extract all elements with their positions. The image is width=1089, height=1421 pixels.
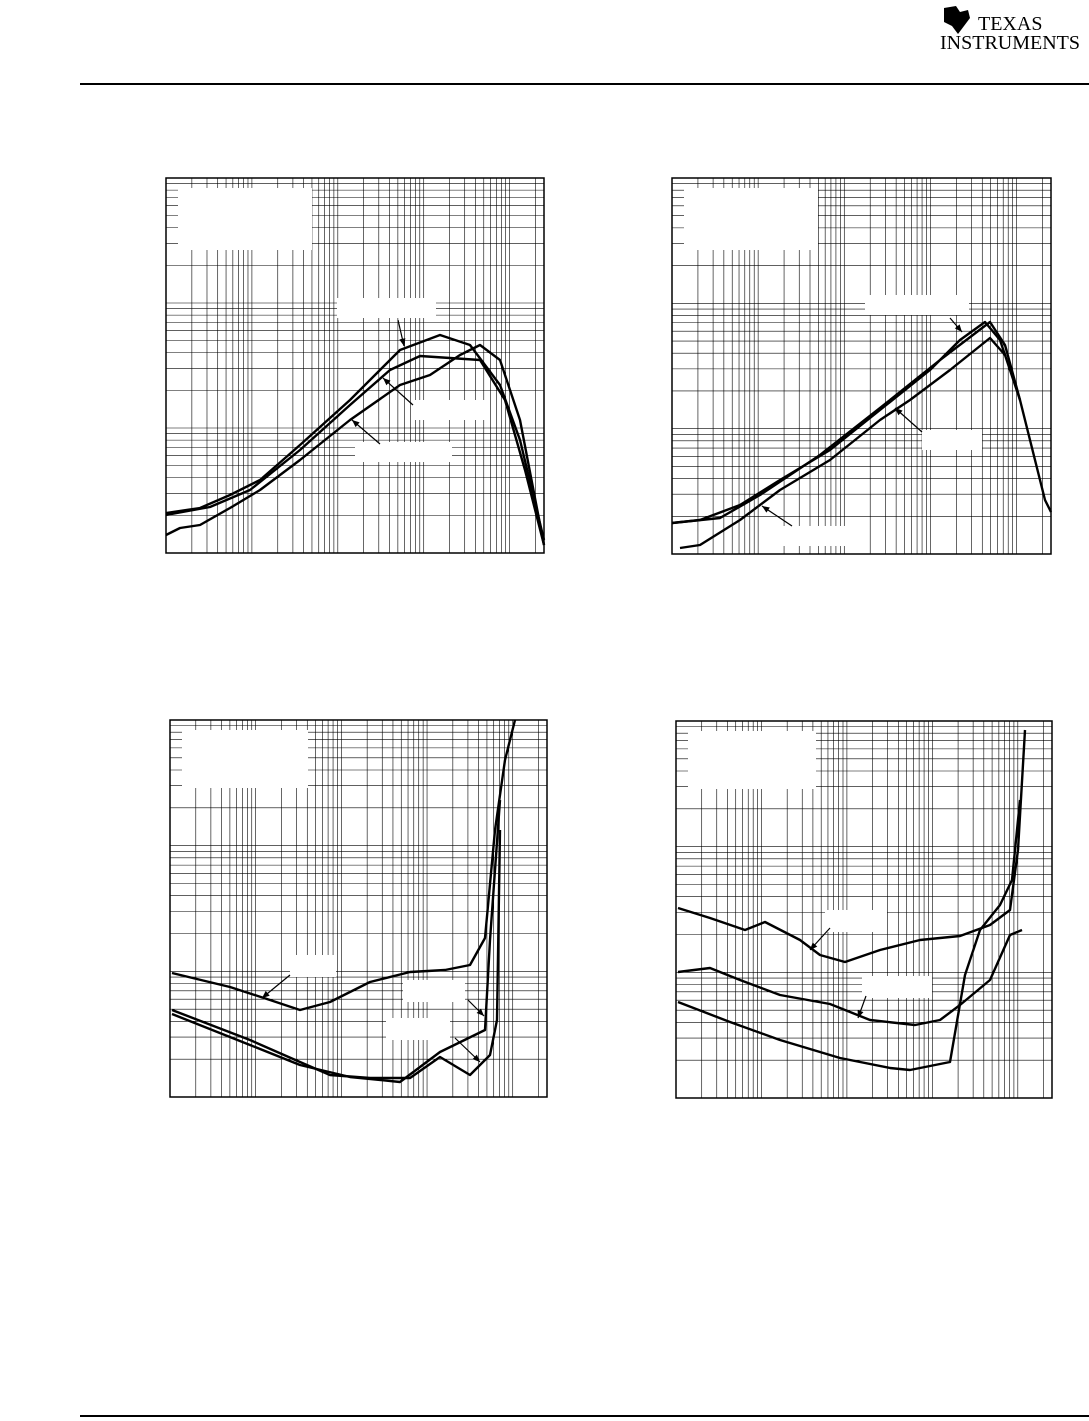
- curve: [677, 799, 1022, 1072]
- arrow-head: [472, 1054, 480, 1062]
- curve: [171, 719, 517, 1012]
- plot: [671, 177, 1053, 555]
- label-box: [290, 955, 336, 977]
- plot: [675, 720, 1053, 1099]
- arrow-head: [476, 1008, 484, 1016]
- label-box: [413, 400, 490, 420]
- curve: [671, 320, 1022, 525]
- arrow-head: [262, 990, 270, 998]
- curve: [165, 354, 546, 546]
- plot-frame: [675, 720, 1053, 1099]
- curve: [677, 729, 1027, 964]
- curve: [171, 799, 502, 1084]
- label-box: [922, 430, 982, 450]
- plot-frame: [169, 719, 548, 1098]
- logo-line1: TEXAS: [978, 13, 1042, 35]
- label-box: [688, 731, 816, 789]
- plot-frame: [165, 177, 545, 554]
- label-box: [355, 442, 452, 462]
- logo-mark: [944, 6, 970, 34]
- label-box: [778, 526, 866, 546]
- arrow-head: [399, 338, 406, 346]
- label-box: [865, 295, 969, 315]
- arrow-head: [762, 506, 770, 513]
- logo: TEXAS INSTRUMENTS: [940, 6, 1080, 54]
- label-box: [178, 188, 312, 250]
- label-box: [182, 730, 308, 788]
- curve: [165, 333, 546, 541]
- curve: [171, 829, 502, 1080]
- plot-frame: [671, 177, 1052, 555]
- label-box: [862, 976, 932, 998]
- curve: [677, 928, 1023, 1027]
- arrow-head: [383, 378, 391, 386]
- arrow-head: [810, 942, 818, 950]
- plot: [165, 177, 546, 554]
- label-box: [403, 980, 465, 1002]
- label-box: [825, 910, 887, 932]
- arrow-head: [954, 324, 962, 332]
- plot: [169, 719, 548, 1098]
- curve: [165, 343, 546, 546]
- arrow-head: [352, 420, 360, 428]
- arrow-head: [895, 408, 903, 416]
- arrow-head: [857, 1010, 864, 1018]
- label-box: [337, 298, 436, 318]
- label-box: [684, 188, 818, 250]
- plots: [165, 177, 1053, 1099]
- grid: [676, 721, 1052, 1098]
- curve: [679, 336, 1006, 550]
- label-box: [386, 1018, 450, 1040]
- logo-line2: INSTRUMENTS: [940, 32, 1080, 54]
